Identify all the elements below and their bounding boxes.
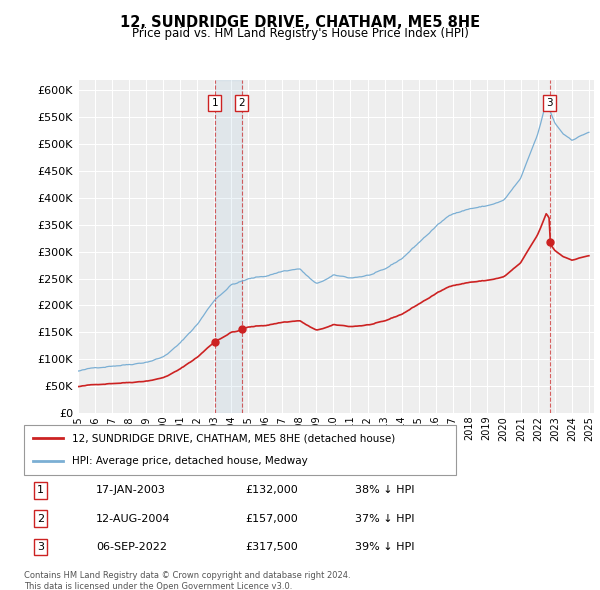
Bar xyxy=(215,80,242,413)
Text: 38% ↓ HPI: 38% ↓ HPI xyxy=(355,486,415,495)
Text: Contains HM Land Registry data © Crown copyright and database right 2024.
This d: Contains HM Land Registry data © Crown c… xyxy=(24,571,350,590)
Text: 12-AUG-2004: 12-AUG-2004 xyxy=(96,514,170,523)
Text: 2: 2 xyxy=(239,98,245,108)
Text: £157,000: £157,000 xyxy=(245,514,298,523)
Text: HPI: Average price, detached house, Medway: HPI: Average price, detached house, Medw… xyxy=(71,457,307,467)
Text: 2: 2 xyxy=(37,514,44,523)
Text: 3: 3 xyxy=(37,542,44,552)
Text: 37% ↓ HPI: 37% ↓ HPI xyxy=(355,514,415,523)
Text: 06-SEP-2022: 06-SEP-2022 xyxy=(96,542,167,552)
Text: £317,500: £317,500 xyxy=(245,542,298,552)
Text: 1: 1 xyxy=(212,98,218,108)
Text: 3: 3 xyxy=(546,98,553,108)
Text: 12, SUNDRIDGE DRIVE, CHATHAM, ME5 8HE (detached house): 12, SUNDRIDGE DRIVE, CHATHAM, ME5 8HE (d… xyxy=(71,433,395,443)
Text: 1: 1 xyxy=(37,486,44,495)
Text: 39% ↓ HPI: 39% ↓ HPI xyxy=(355,542,415,552)
Text: 17-JAN-2003: 17-JAN-2003 xyxy=(96,486,166,495)
Text: £132,000: £132,000 xyxy=(245,486,298,495)
Text: 12, SUNDRIDGE DRIVE, CHATHAM, ME5 8HE: 12, SUNDRIDGE DRIVE, CHATHAM, ME5 8HE xyxy=(120,15,480,30)
FancyBboxPatch shape xyxy=(24,425,456,475)
Text: Price paid vs. HM Land Registry's House Price Index (HPI): Price paid vs. HM Land Registry's House … xyxy=(131,27,469,40)
